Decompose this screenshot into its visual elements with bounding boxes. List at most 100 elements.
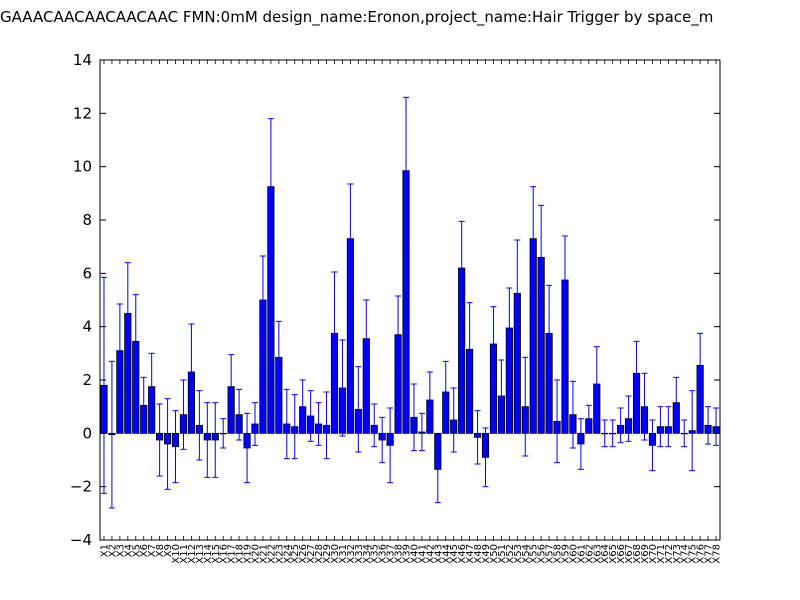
error-bar-X68 xyxy=(633,340,640,406)
y-tick-label: 10 xyxy=(73,158,92,176)
x-tick-label: X20 xyxy=(251,544,262,564)
error-bar-X69 xyxy=(641,372,648,441)
error-bar-X75 xyxy=(689,390,696,472)
x-tick-label: X47 xyxy=(465,544,476,564)
x-tick-label: X17 xyxy=(227,544,238,564)
error-bar-X36 xyxy=(379,416,386,464)
error-bar-X17 xyxy=(228,354,235,420)
error-bar-X71 xyxy=(657,406,664,448)
error-bar-X64 xyxy=(601,419,608,448)
y-tick-label: 8 xyxy=(82,211,92,229)
error-bar-X52 xyxy=(506,287,513,369)
x-tick-label: X74 xyxy=(680,544,691,564)
x-tick-label: X30 xyxy=(330,544,341,564)
x-tick-label: X53 xyxy=(513,544,524,564)
x-tick-label: X78 xyxy=(712,544,723,564)
y-tick-label: 12 xyxy=(73,104,92,122)
error-bar-X2 xyxy=(108,360,115,509)
error-bar-X27 xyxy=(307,390,314,442)
error-bar-X18 xyxy=(236,388,243,441)
error-bar-X55 xyxy=(530,186,537,292)
error-bar-X74 xyxy=(681,419,688,448)
y-tick-label: −4 xyxy=(70,531,92,549)
error-bar-X46 xyxy=(458,220,465,316)
error-bar-X29 xyxy=(323,391,330,460)
error-bar-X59 xyxy=(562,235,568,325)
error-bar-X77 xyxy=(705,406,712,445)
x-tick-label: X56 xyxy=(537,544,548,564)
x-tick-label: X42 xyxy=(425,544,436,564)
x-tick-label: X34 xyxy=(362,544,373,564)
x-tick-label: X39 xyxy=(402,544,413,564)
error-bar-X43 xyxy=(434,435,441,504)
x-tick-label: X57 xyxy=(545,544,556,564)
error-bar-X70 xyxy=(649,419,656,472)
x-tick-label: X64 xyxy=(600,544,611,564)
x-tick-label: X5 xyxy=(131,544,142,557)
x-tick-label: X21 xyxy=(258,544,269,564)
x-tick-label: X25 xyxy=(290,544,301,564)
x-tick-label: X66 xyxy=(616,544,627,564)
error-bar-X37 xyxy=(387,407,394,484)
x-tick-label: X67 xyxy=(624,544,635,564)
error-bar-X7 xyxy=(148,352,155,421)
x-tick-label: X12 xyxy=(187,544,198,564)
error-bar-X47 xyxy=(466,302,473,397)
x-tick-label: X55 xyxy=(529,544,540,564)
y-tick-label: 2 xyxy=(82,371,92,389)
x-tick-label: X3 xyxy=(115,544,126,557)
error-bar-X12 xyxy=(188,323,195,421)
axes-layer xyxy=(99,59,721,541)
x-tick-label: X44 xyxy=(441,544,452,564)
x-tick-label: X27 xyxy=(306,544,317,564)
x-tick-label: X59 xyxy=(561,544,572,564)
error-bar-X63 xyxy=(593,346,600,422)
error-bar-X53 xyxy=(514,239,521,348)
error-bar-X4 xyxy=(124,262,131,365)
y-tick-label: −2 xyxy=(70,478,92,496)
x-tick-label: X36 xyxy=(378,544,389,564)
x-tick-label: X31 xyxy=(338,544,349,564)
error-bar-X14 xyxy=(204,402,211,478)
error-bar-X61 xyxy=(577,418,584,470)
chart-title: GAAACAACAACAACAAC FMN:0mM design_name:Er… xyxy=(0,8,714,26)
error-bar-X26 xyxy=(299,379,306,434)
x-tick-label: X23 xyxy=(274,544,285,564)
error-bar-X41 xyxy=(418,412,425,452)
error-bar-X54 xyxy=(522,356,529,457)
error-bar-X51 xyxy=(498,359,505,433)
error-bar-X50 xyxy=(490,306,497,382)
x-tick-label: X63 xyxy=(592,544,603,564)
x-tick-label: X62 xyxy=(584,544,595,564)
error-bar-X66 xyxy=(617,407,624,444)
x-tick-label: X18 xyxy=(235,544,246,564)
x-tick-label: X41 xyxy=(417,544,428,564)
x-tick-label: X35 xyxy=(370,544,381,564)
error-bar-X30 xyxy=(331,271,338,396)
error-bar-X32 xyxy=(347,183,354,294)
error-bar-X40 xyxy=(410,383,417,452)
x-tick-label: X38 xyxy=(394,544,405,564)
x-tick-label: X46 xyxy=(457,544,468,564)
error-bar-X65 xyxy=(609,419,616,448)
x-tick-label: X49 xyxy=(481,544,492,564)
error-bar-X42 xyxy=(426,371,433,429)
error-bar-X34 xyxy=(363,299,370,378)
x-tick-label: X65 xyxy=(608,544,619,564)
error-bar-X67 xyxy=(625,395,632,442)
y-tick-label: 14 xyxy=(73,51,92,69)
x-tick-label: X69 xyxy=(640,544,651,564)
x-tick-label: X2 xyxy=(107,544,118,557)
x-tick-label: X24 xyxy=(282,544,293,564)
x-tick-label: X22 xyxy=(266,544,277,564)
x-tick-label: X68 xyxy=(632,544,643,564)
x-tick-label: X72 xyxy=(664,544,675,564)
error-bar-X5 xyxy=(132,294,139,389)
error-bar-X33 xyxy=(355,366,362,453)
error-bar-X28 xyxy=(315,402,322,446)
x-tick-label: X7 xyxy=(147,544,158,557)
error-bar-X31 xyxy=(339,339,346,437)
error-bar-X39 xyxy=(403,96,410,245)
x-tick-label: X6 xyxy=(139,544,150,557)
